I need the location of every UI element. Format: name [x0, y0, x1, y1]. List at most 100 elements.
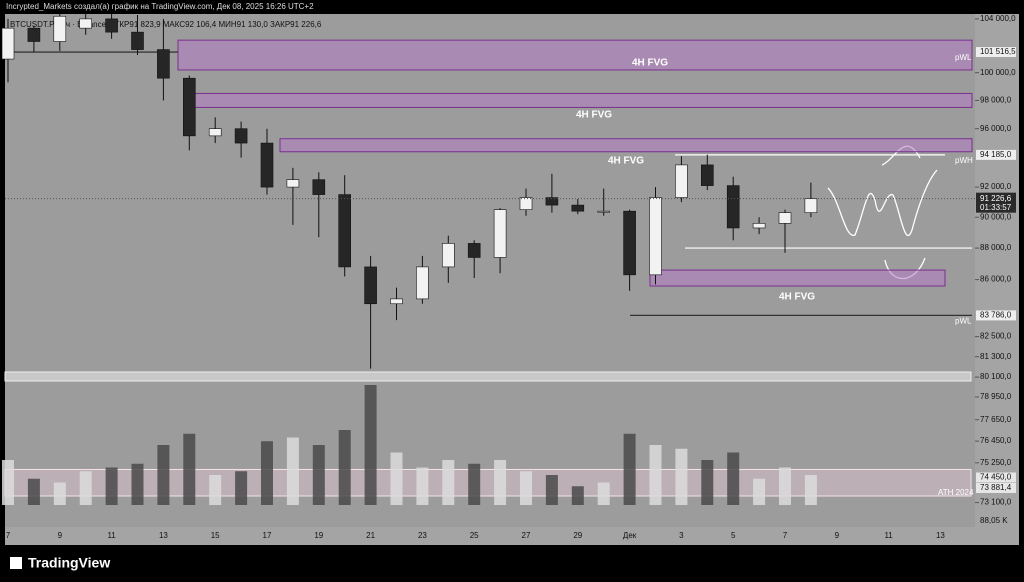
candle-body: [675, 164, 688, 198]
y-tick-label: 81 300,0: [980, 352, 1012, 361]
price-box: [976, 310, 1016, 321]
volume-bar: [753, 478, 766, 505]
volume-bar: [286, 437, 299, 505]
price-box-label: 73 881,4: [980, 483, 1012, 492]
candle-body: [53, 15, 67, 42]
candle-body: [131, 31, 144, 50]
candle-body: [286, 179, 300, 188]
x-tick-label: 11: [107, 531, 116, 540]
candle-body: [183, 77, 196, 137]
price-box: [976, 149, 1016, 160]
ath-zone: [4, 468, 972, 497]
candle-body: [157, 49, 170, 79]
last-price-timer: 01:33:57: [980, 203, 1012, 212]
price-box-label: 101 516,5: [980, 47, 1016, 56]
candle-body: [571, 204, 585, 212]
y-tick-label: 104 000,0: [980, 14, 1016, 23]
candle-body: [27, 27, 41, 42]
level-note: pWL: [955, 317, 972, 326]
price-box-label: 94 185,0: [980, 150, 1012, 159]
logo-mark: [10, 557, 22, 569]
volume-bar: [597, 482, 610, 505]
candle-body: [623, 210, 636, 276]
candle-body: [519, 197, 533, 210]
candle-body: [312, 179, 326, 195]
volume-bar: [442, 460, 455, 505]
volume-bar: [416, 467, 429, 505]
level-note: pWL: [955, 53, 972, 62]
fvg-zone: [649, 269, 946, 287]
volume-bar: [468, 463, 481, 505]
y-tick-label: 77 650,0: [980, 415, 1012, 424]
volume-bar: [235, 471, 248, 505]
x-tick-label: 19: [314, 531, 323, 540]
volume-bar: [131, 463, 144, 505]
volume-bar: [520, 471, 532, 505]
fvg-label: 4H FVG: [576, 110, 612, 121]
y-tick-label: 80 100,0: [980, 372, 1012, 381]
candle-body: [778, 212, 792, 224]
candle-body: [545, 197, 559, 206]
y-tick-label: 73 100,0: [980, 498, 1012, 507]
volume-bar: [338, 430, 351, 505]
x-tick-label: 7: [6, 531, 11, 540]
candle-body: [700, 164, 714, 186]
fvg-zone: [279, 138, 973, 153]
volume-bar: [701, 460, 714, 505]
volume-label: 88,05 K: [980, 516, 1008, 525]
fvg-label: 4H FVG: [632, 58, 668, 69]
candle-body: [752, 223, 766, 229]
y-tick-label: 98 000,0: [980, 96, 1012, 105]
volume-bar: [494, 460, 507, 505]
x-tick-label: 13: [159, 531, 168, 540]
y-tick-label: 90 000,0: [980, 212, 1012, 221]
y-tick-label: 75 250,0: [980, 458, 1012, 467]
x-tick-label: 5: [731, 531, 736, 540]
price-axis: [975, 14, 1019, 545]
x-tick-label: Дек: [623, 531, 637, 540]
x-tick-label: 3: [679, 531, 684, 540]
volume-bar: [183, 433, 196, 505]
candle-body: [726, 185, 740, 229]
volume-bar: [209, 475, 222, 505]
candle-body: [597, 210, 611, 213]
x-tick-label: 17: [263, 531, 272, 540]
volume-bar: [2, 460, 14, 505]
x-tick-label: 15: [211, 531, 220, 540]
volume-bar: [364, 385, 377, 505]
candle-body: [416, 266, 429, 300]
x-tick-label: 13: [936, 531, 945, 540]
candle-body: [79, 18, 92, 29]
x-tick-label: 23: [418, 531, 427, 540]
fvg-label: 4H FVG: [779, 292, 815, 303]
volume-bar: [649, 445, 662, 505]
y-tick-label: 76 450,0: [980, 436, 1012, 445]
volume-bar: [623, 433, 636, 505]
candle-body: [338, 194, 352, 268]
x-tick-label: 29: [573, 531, 582, 540]
last-price-label: 91 226,6: [980, 194, 1012, 203]
candle-body: [804, 198, 818, 213]
x-tick-label: 9: [58, 531, 63, 540]
candle-body: [105, 18, 118, 33]
price-box-label: 83 786,0: [980, 311, 1012, 320]
footer-logo: TradingView: [10, 555, 110, 571]
candle-body: [467, 243, 481, 258]
x-tick-label: 27: [522, 531, 531, 540]
price-box: [976, 482, 1016, 493]
x-tick-label: 25: [470, 531, 479, 540]
candle-body: [441, 243, 455, 268]
candle-body: [390, 298, 403, 305]
y-tick-label: 92 000,0: [980, 182, 1012, 191]
volume-bar: [105, 467, 118, 505]
y-tick-label: 88 000,0: [980, 243, 1012, 252]
symbol-line: BTCUSDT.P · 4ч · Binance ОТКР91 823,9 МА…: [10, 20, 322, 29]
x-tick-label: 7: [783, 531, 788, 540]
pane-separator: [4, 371, 972, 382]
fvg-zone: [177, 39, 973, 71]
last-price-box: [976, 192, 1016, 213]
volume-bar: [79, 471, 92, 505]
y-tick-label: 78 950,0: [980, 392, 1012, 401]
